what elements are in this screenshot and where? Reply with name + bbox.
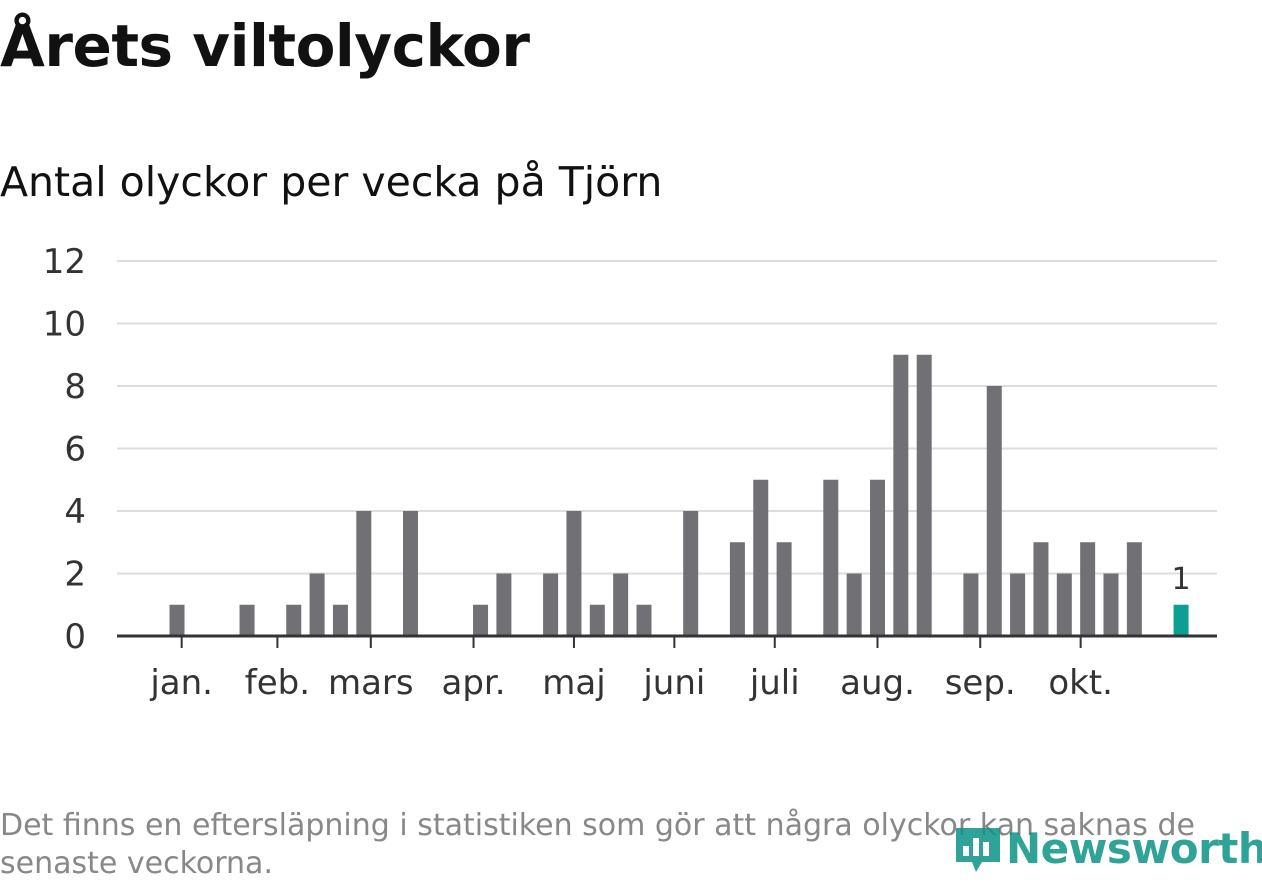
newsworthy-logo-text: Newsworthy (1006, 823, 1262, 873)
y-tick-label: 12 (43, 242, 86, 282)
y-tick-label: 2 (64, 555, 86, 595)
y-tick-label: 4 (64, 492, 86, 532)
bar (543, 573, 559, 636)
x-tick-label: apr. (441, 663, 505, 703)
bar (332, 604, 348, 636)
bar (1033, 542, 1049, 636)
y-axis-ticks: 0 2 4 6 8 10 12 (43, 242, 86, 657)
bar (356, 511, 372, 636)
newsworthy-logo-icon (956, 828, 1000, 872)
bar (1103, 573, 1119, 636)
bar (473, 604, 489, 636)
y-tick-label: 8 (64, 367, 86, 407)
bar (870, 479, 885, 636)
x-axis-ticks: jan. feb. mars apr. maj juni juli aug. sep. okt. (149, 636, 1113, 703)
bar-chart: 0 2 4 6 8 10 12 jan. feb. mars apr. maj juni juli aug… (43, 242, 1217, 703)
bar (309, 573, 325, 636)
x-tick-label: sep. (945, 663, 1016, 703)
x-tick-label: mars (328, 663, 414, 703)
bar (403, 511, 418, 636)
bar (823, 479, 839, 636)
y-tick-label: 0 (64, 617, 86, 657)
bars (169, 354, 1189, 636)
x-tick-label: feb. (245, 663, 310, 703)
bar (1080, 542, 1096, 636)
bar (589, 604, 605, 636)
bar (239, 604, 255, 636)
newsworthy-logo: Newsworthy (950, 820, 1262, 876)
bar-highlight (1173, 604, 1189, 636)
bar (286, 604, 302, 636)
x-tick-label: maj (542, 663, 605, 703)
y-tick-label: 10 (43, 305, 86, 345)
bar (496, 573, 512, 636)
bar (1126, 542, 1142, 636)
data-label: 1 (1172, 562, 1191, 597)
bar (893, 354, 909, 636)
gridlines (117, 260, 1217, 575)
bar (169, 604, 185, 636)
footnote: Det finns en eftersläpning i statistiken… (0, 808, 1195, 881)
bar (683, 511, 699, 636)
bar (1056, 573, 1072, 636)
chart-subtitle: Antal olyckor per vecka på Tjörn (0, 158, 663, 206)
x-tick-label: jan. (149, 663, 213, 703)
bar (729, 542, 745, 636)
x-tick-label: okt. (1048, 663, 1113, 703)
y-tick-label: 6 (64, 430, 86, 470)
bar (916, 354, 932, 636)
bar (753, 479, 769, 636)
bar (963, 573, 979, 636)
x-tick-label: juli (749, 663, 800, 703)
x-tick-label: aug. (840, 663, 915, 703)
bar (636, 604, 652, 636)
bar (776, 542, 792, 636)
x-tick-label: juni (642, 663, 705, 703)
bar (613, 573, 629, 636)
data-labels: 1 (1172, 562, 1191, 597)
bar (1010, 573, 1026, 636)
bar (986, 386, 1002, 636)
bar (566, 511, 582, 636)
chart-title: Årets viltolyckor (0, 12, 530, 80)
bar (846, 573, 862, 636)
